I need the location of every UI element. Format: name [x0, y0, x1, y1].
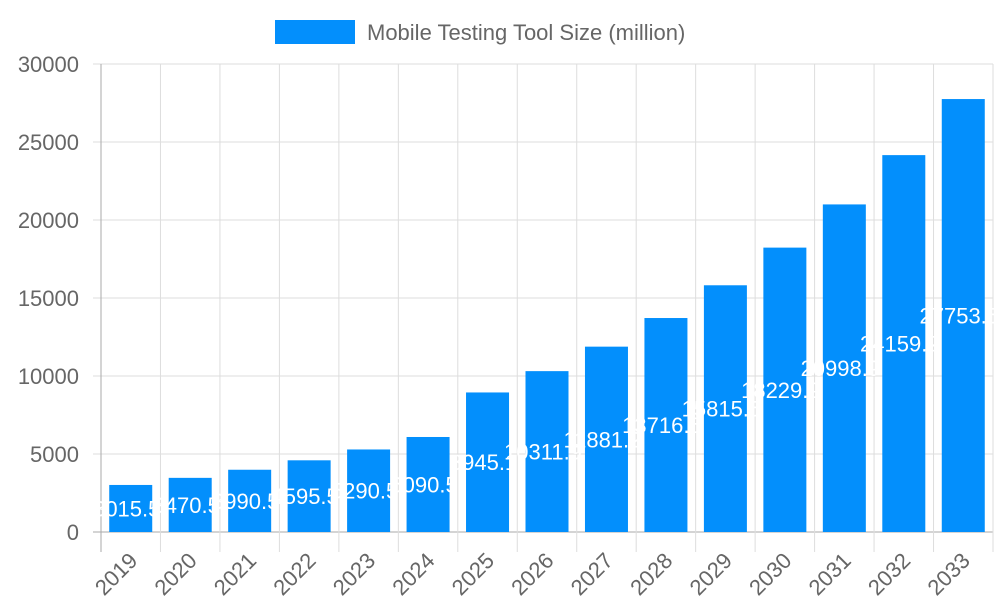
- bar: [822, 204, 866, 532]
- bar: [168, 477, 212, 532]
- x-tick-label: 2029: [685, 548, 737, 600]
- x-tick-label: 2032: [863, 548, 915, 600]
- y-axis: 0 5000 10000 15000 20000 25000 30000: [18, 52, 79, 545]
- y-tick-label: 30000: [18, 52, 79, 77]
- y-tick-label: 20000: [18, 208, 79, 233]
- grid: [93, 63, 994, 552]
- bar: [584, 346, 628, 532]
- data-label: 5290.5: [331, 479, 398, 504]
- x-axis: 2019 2020 2021 2022 2023 2024 2025 2026 2027 2028…: [90, 548, 975, 600]
- data-label: 27753.5: [920, 304, 1000, 329]
- data-label: 11881.2: [564, 427, 642, 452]
- data-label: 3990.5: [212, 489, 279, 514]
- bar: [287, 460, 331, 532]
- data-label: 13716.5: [622, 413, 702, 438]
- bar: [406, 436, 450, 532]
- legend[interactable]: Mobile Testing Tool Size (million): [275, 20, 685, 45]
- x-tick-label: 2025: [447, 548, 499, 600]
- x-tick-label: 2024: [387, 548, 439, 600]
- data-label: 15815.5: [682, 397, 762, 422]
- bar: [228, 469, 272, 532]
- data-label: 8945.1: [450, 450, 517, 475]
- x-tick-label: 2033: [923, 548, 975, 600]
- x-tick-label: 2021: [209, 548, 261, 600]
- data-label: 6090.5: [390, 472, 457, 497]
- y-tick-label: 25000: [18, 130, 79, 155]
- bar: [644, 318, 688, 532]
- data-label: 10311.9: [504, 440, 582, 465]
- legend-label: Mobile Testing Tool Size (million): [367, 20, 685, 45]
- y-tick-label: 0: [67, 520, 79, 545]
- bar: [347, 449, 391, 532]
- x-tick-label: 2031: [804, 548, 856, 600]
- data-label: 3470.5: [153, 493, 220, 518]
- y-tick-label: 10000: [18, 364, 79, 389]
- bar: [466, 392, 510, 532]
- data-labels: 3015.53470.53990.54595.55290.56090.58945…: [93, 304, 999, 522]
- bar: [525, 371, 569, 532]
- bar: [763, 247, 807, 532]
- data-label: 3015.5: [93, 496, 160, 521]
- bar: [882, 155, 926, 532]
- legend-swatch: [275, 20, 355, 44]
- x-tick-label: 2028: [625, 548, 677, 600]
- x-tick-label: 2027: [566, 548, 618, 600]
- x-tick-label: 2020: [149, 548, 201, 600]
- bar: [941, 99, 985, 532]
- x-tick-label: 2030: [744, 548, 796, 600]
- bars: [109, 99, 985, 532]
- data-label: 24159.2: [860, 332, 940, 357]
- y-tick-label: 5000: [30, 442, 79, 467]
- bar: [109, 484, 153, 532]
- bar: [703, 285, 747, 532]
- data-label: 4595.5: [271, 484, 338, 509]
- data-label: 18229.9: [741, 378, 821, 403]
- x-tick-label: 2023: [328, 548, 380, 600]
- y-tick-label: 15000: [18, 286, 79, 311]
- data-label: 20998.9: [801, 356, 881, 381]
- x-tick-label: 2022: [268, 548, 320, 600]
- x-tick-label: 2019: [90, 548, 142, 600]
- x-tick-label: 2026: [506, 548, 558, 600]
